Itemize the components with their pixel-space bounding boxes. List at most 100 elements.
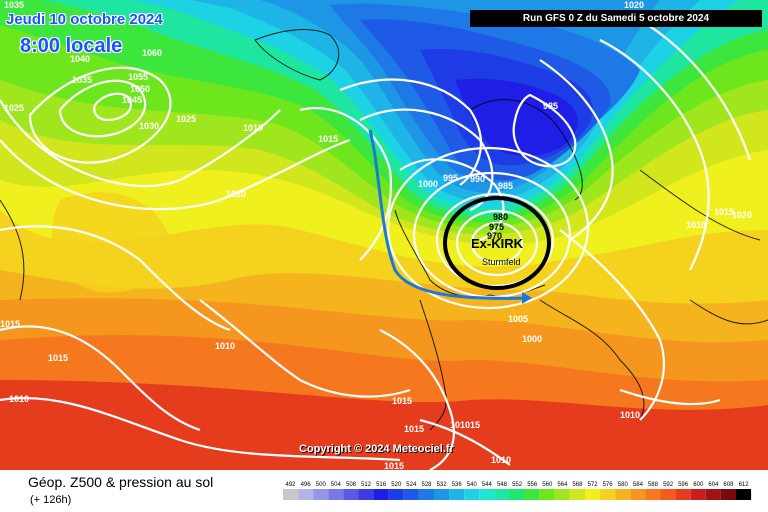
isobar-label: 1035 (72, 75, 92, 85)
legend-swatch (434, 489, 450, 500)
isobar-label: 1005 (508, 314, 528, 324)
legend-label: 564 (557, 482, 568, 488)
isobar-label: 1015 (0, 319, 20, 329)
isobar-label: 1035 (4, 0, 24, 10)
legend-label: 552 (512, 482, 523, 488)
storm-track (368, 129, 531, 300)
storm-labels: 980 975 970 Ex-KIRK Sturmfeld (471, 212, 524, 267)
legend-label: 524 (406, 482, 417, 488)
legend-swatch (449, 489, 465, 500)
legend-label: 600 (693, 482, 704, 488)
legend-swatch (600, 489, 616, 500)
legend-label: 520 (391, 482, 402, 488)
isobar-label: 1020 (624, 0, 644, 10)
legend-label: 612 (739, 482, 750, 488)
isobar-label: 1025 (176, 114, 196, 124)
isobar-label: 1010 (9, 394, 29, 404)
legend-swatch (298, 489, 314, 500)
legend-swatch (358, 489, 374, 500)
legend-label: 492 (285, 482, 296, 488)
model-run-label: Run GFS 0 Z du Samedi 5 octobre 2024 (470, 10, 762, 27)
legend-label: 516 (376, 482, 387, 488)
legend-label: 532 (437, 482, 448, 488)
legend-label: 548 (497, 482, 508, 488)
storm-center-value: 970 (487, 231, 502, 241)
legend-swatch (645, 489, 661, 500)
isobar-label: 1050 (130, 84, 150, 94)
forecast-time: 8:00 locale (20, 35, 123, 57)
isobars (0, 19, 752, 470)
legend-label: 544 (482, 482, 493, 488)
isobar-label: 1000 (522, 334, 542, 344)
legend-swatch (630, 489, 646, 500)
storm-city-label: Sturmfeld (482, 257, 521, 267)
isobar-label: 1040 (70, 54, 90, 64)
legend-swatch (403, 489, 419, 500)
legend-label: 504 (331, 482, 342, 488)
isobar-label: 985 (498, 181, 513, 191)
weather-map: 980 975 970 Ex-KIRK Sturmfeld 1035 1040 … (0, 0, 768, 470)
isobar-label: 1045 (122, 95, 142, 105)
forecast-lead-time: (+ 126h) (30, 494, 72, 506)
legend-label: 496 (301, 482, 312, 488)
legend-label: 604 (708, 482, 719, 488)
isobar-label: 1020 (732, 210, 752, 220)
legend-label: 560 (542, 482, 553, 488)
isobar-label: 1010 (243, 123, 263, 133)
isobar-label: 1060 (142, 48, 162, 58)
legend-swatch (569, 489, 585, 500)
track-arrowhead-icon (522, 292, 532, 304)
storm-center-value: 980 (493, 212, 508, 222)
legend-swatch (690, 489, 706, 500)
legend-label: 580 (618, 482, 629, 488)
isobar-label: 990 (470, 174, 485, 184)
isobar-label: 995 (443, 173, 458, 183)
legend-label: 588 (648, 482, 659, 488)
legend-swatch (388, 489, 404, 500)
legend-label: 556 (527, 482, 538, 488)
legend-swatch (539, 489, 555, 500)
legend-swatch (615, 489, 631, 500)
isobar-label: 1015 (404, 424, 424, 434)
legend-swatch (418, 489, 434, 500)
isobar-label: 1055 (128, 72, 148, 82)
legend-label: 592 (663, 482, 674, 488)
legend-swatch (705, 489, 721, 500)
copyright: Copyright © 2024 Meteociel.fr (299, 443, 454, 455)
color-scale-legend: 492 496 500 504 508 512 516 520 524 528 532 536 540 5… (283, 482, 752, 500)
isobar-label: 1030 (139, 121, 159, 131)
storm-name: Ex-KIRK (471, 236, 524, 251)
legend-label: 584 (633, 482, 644, 488)
isobar-label: 1025 (4, 103, 24, 113)
legend-swatch (373, 489, 389, 500)
isobar-label: 101015 (450, 420, 480, 430)
legend-label: 500 (316, 482, 327, 488)
legend-swatch (720, 489, 736, 500)
legend-swatch (313, 489, 329, 500)
legend-swatch (283, 489, 299, 500)
isobar-label: 1015 (392, 396, 412, 406)
legend-swatch (464, 489, 480, 500)
legend-swatch (479, 489, 495, 500)
legend-label: 536 (452, 482, 463, 488)
legend-label: 572 (588, 482, 599, 488)
isobar-label: 985 (543, 101, 558, 111)
forecast-date: Jeudi 10 octobre 2024 (6, 11, 163, 28)
map-title: Géop. Z500 & pression au sol (28, 474, 214, 490)
map-canvas: 980 975 970 Ex-KIRK Sturmfeld 1035 1040 … (0, 0, 768, 470)
legend-swatch (343, 489, 359, 500)
isobar-labels: 1035 1040 1035 1025 1060 1055 1050 1045 … (0, 0, 752, 470)
isobar-label: 1010 (215, 341, 235, 351)
isobar-label: 1010 (686, 220, 706, 230)
isobar-label: 1015 (384, 461, 404, 470)
storm-circle (443, 196, 551, 290)
isobar-label: 1020 (226, 189, 246, 199)
isobar-label: 1015 (318, 134, 338, 144)
legend-label: 528 (421, 482, 432, 488)
legend-label: 608 (723, 482, 734, 488)
legend-swatch (328, 489, 344, 500)
legend-label: 568 (572, 482, 583, 488)
isobar-label: 1015 (714, 207, 734, 217)
storm-center-value: 975 (489, 222, 504, 232)
legend-swatch (494, 489, 510, 500)
